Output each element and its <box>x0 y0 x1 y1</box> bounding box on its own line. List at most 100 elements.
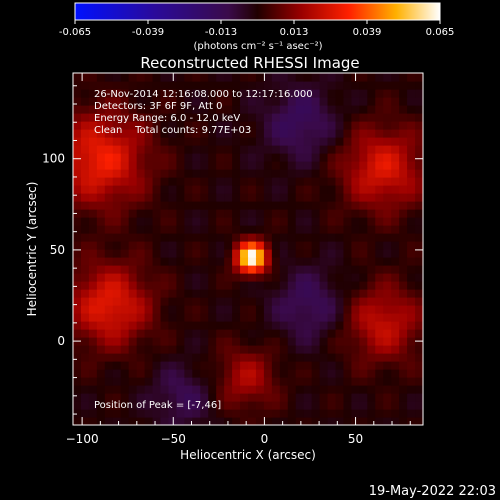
heatmap-cell <box>144 217 154 226</box>
heatmap-cell <box>375 401 384 410</box>
heatmap-cell <box>295 105 305 114</box>
heatmap-cell <box>407 305 416 314</box>
heatmap-cell <box>88 337 98 346</box>
heatmap-cell <box>112 289 122 298</box>
heatmap-cell <box>184 393 193 402</box>
heatmap-cell <box>367 241 376 250</box>
heatmap-cell <box>152 361 162 370</box>
heatmap-cell <box>375 353 384 362</box>
heatmap-cell <box>335 185 345 194</box>
heatmap-cell <box>343 185 352 194</box>
heatmap-cell <box>184 369 193 378</box>
heatmap-cell <box>327 313 337 322</box>
heatmap-cell <box>295 401 305 410</box>
heatmap-cell <box>192 385 201 394</box>
heatmap-cell <box>415 393 423 402</box>
heatmap-cell <box>128 297 138 306</box>
heatmap-cell <box>271 225 281 234</box>
heatmap-cell <box>415 409 423 418</box>
heatmap-cell <box>73 169 82 178</box>
heatmap-cell <box>343 161 352 170</box>
heatmap-cell <box>375 265 384 274</box>
heatmap-cell <box>104 305 114 314</box>
heatmap-cell <box>383 257 392 266</box>
heatmap-cell <box>407 89 416 98</box>
heatmap-cell <box>128 81 138 90</box>
heatmap-cell <box>120 393 130 402</box>
heatmap-cell <box>359 361 368 370</box>
heatmap-cell <box>255 225 265 234</box>
heatmap-cell <box>279 161 289 170</box>
heatmap-cell <box>136 121 146 130</box>
heatmap-cell <box>248 153 257 162</box>
heatmap-cell <box>359 241 368 250</box>
heatmap-cell <box>248 321 257 330</box>
heatmap-cell <box>279 361 289 370</box>
heatmap-cell <box>279 385 289 394</box>
heatmap-cell <box>375 273 384 282</box>
heatmap-cell <box>152 89 162 98</box>
heatmap-cell <box>327 89 337 98</box>
heatmap-cell <box>104 313 114 322</box>
heatmap-cell <box>327 417 337 425</box>
heatmap-cell <box>73 321 82 330</box>
heatmap-cell <box>279 329 289 338</box>
heatmap-cell <box>160 361 170 370</box>
heatmap-cell <box>327 297 337 306</box>
heatmap-cell <box>96 129 106 138</box>
heatmap-cell <box>295 129 305 138</box>
heatmap-cell <box>184 177 193 186</box>
heatmap-cell <box>343 225 352 234</box>
heatmap-cell <box>375 161 384 170</box>
heatmap-cell <box>375 89 384 98</box>
heatmap-cell <box>224 305 233 314</box>
heatmap-cell <box>88 153 98 162</box>
heatmap-cell <box>415 185 423 194</box>
heatmap-cell <box>224 209 233 218</box>
heatmap-cell <box>144 209 154 218</box>
heatmap-cell <box>104 81 114 90</box>
heatmap-cell <box>160 225 170 234</box>
heatmap-cell <box>279 305 289 314</box>
heatmap-cell <box>359 97 368 106</box>
heatmap-cell <box>160 401 170 410</box>
heatmap-cell <box>73 153 82 162</box>
heatmap-cell <box>160 201 170 210</box>
heatmap-cell <box>287 137 297 146</box>
heatmap-cell <box>255 81 265 90</box>
heatmap-cell <box>351 81 360 90</box>
colorbar-tick-label: -0.065 <box>59 27 91 38</box>
heatmap-cell <box>255 361 265 370</box>
heatmap-cell <box>367 105 376 114</box>
heatmap-cell <box>303 153 313 162</box>
heatmap-cell <box>136 377 146 386</box>
heatmap-cell <box>112 105 122 114</box>
heatmap-cell <box>319 305 329 314</box>
heatmap-cell <box>367 345 376 354</box>
heatmap-cell <box>343 89 352 98</box>
heatmap-cell <box>303 89 313 98</box>
heatmap-cell <box>248 281 257 290</box>
y-tick-label: 0 <box>57 334 65 348</box>
heatmap-cell <box>152 369 162 378</box>
heatmap-cell <box>287 409 297 418</box>
heatmap-cell <box>120 185 130 194</box>
heatmap-cell <box>224 121 233 130</box>
heatmap-cell <box>232 193 241 202</box>
heatmap-cell <box>73 161 82 170</box>
heatmap-cell <box>335 353 345 362</box>
heatmap-cell <box>279 97 289 106</box>
heatmap-cell <box>343 273 352 282</box>
heatmap-cell <box>208 161 217 170</box>
heatmap-cell <box>120 225 130 234</box>
heatmap-cell <box>232 257 241 266</box>
heatmap-cell <box>184 209 193 218</box>
heatmap-cell <box>359 345 368 354</box>
heatmap-cell <box>152 145 162 154</box>
heatmap-cell <box>311 401 321 410</box>
heatmap-cell <box>152 73 162 82</box>
heatmap-cell <box>335 81 345 90</box>
heatmap-cell <box>192 377 201 386</box>
heatmap-cell <box>303 73 313 82</box>
heatmap-cell <box>383 281 392 290</box>
